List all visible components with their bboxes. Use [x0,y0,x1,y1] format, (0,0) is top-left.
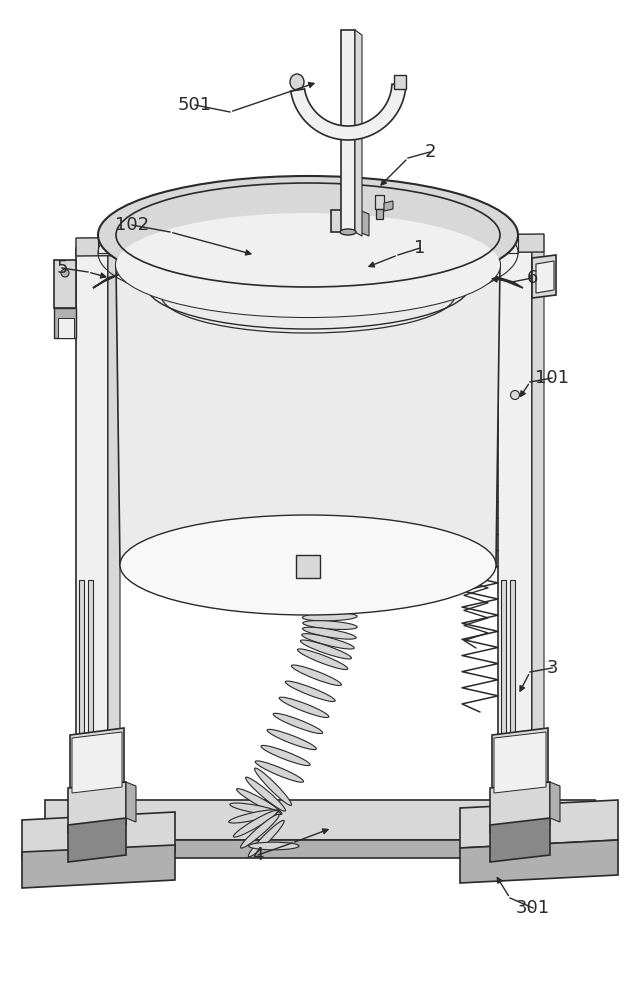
Polygon shape [341,30,355,232]
Polygon shape [359,210,369,236]
Polygon shape [68,782,126,832]
Polygon shape [116,265,500,565]
Text: 4: 4 [252,846,264,864]
Polygon shape [490,782,550,832]
Polygon shape [490,818,550,862]
Ellipse shape [285,681,335,702]
Polygon shape [88,580,93,770]
Ellipse shape [248,820,284,857]
Polygon shape [76,234,544,256]
Polygon shape [550,782,560,822]
Ellipse shape [236,789,282,815]
Polygon shape [76,248,108,790]
Ellipse shape [229,810,279,823]
Ellipse shape [301,640,352,659]
Polygon shape [510,580,515,770]
Text: 501: 501 [178,96,212,114]
Polygon shape [331,210,359,232]
Polygon shape [45,800,595,840]
Ellipse shape [289,556,341,580]
Polygon shape [394,75,406,89]
Text: 5: 5 [56,259,68,277]
Polygon shape [79,580,84,770]
Ellipse shape [298,584,351,601]
Polygon shape [108,248,120,795]
Polygon shape [70,728,124,798]
Text: 101: 101 [535,369,569,387]
Text: 6: 6 [526,269,538,287]
Polygon shape [375,195,384,209]
Polygon shape [72,732,122,793]
Polygon shape [536,261,554,293]
Ellipse shape [301,604,356,614]
Polygon shape [460,800,618,848]
Ellipse shape [510,390,520,399]
Polygon shape [22,845,175,888]
Ellipse shape [120,515,496,615]
Polygon shape [532,248,544,795]
Ellipse shape [291,665,341,686]
Ellipse shape [279,697,329,718]
Polygon shape [54,308,76,338]
Ellipse shape [302,634,354,649]
Text: 102: 102 [115,216,149,234]
Polygon shape [498,248,532,790]
Ellipse shape [255,761,304,782]
Polygon shape [460,840,618,883]
Ellipse shape [130,217,486,313]
Ellipse shape [267,729,317,750]
Polygon shape [296,555,320,578]
Polygon shape [384,201,393,211]
Polygon shape [376,209,383,219]
Ellipse shape [296,574,348,594]
Ellipse shape [241,814,279,848]
Polygon shape [58,318,74,338]
Ellipse shape [233,810,278,837]
Text: 3: 3 [547,659,558,677]
Ellipse shape [303,621,357,629]
Ellipse shape [261,745,310,766]
Ellipse shape [290,74,304,90]
Polygon shape [532,255,556,298]
Ellipse shape [130,217,486,313]
Ellipse shape [246,777,285,811]
Polygon shape [93,273,122,288]
Ellipse shape [248,842,299,850]
Text: 301: 301 [516,899,550,917]
Polygon shape [45,840,595,858]
Polygon shape [54,260,76,308]
Polygon shape [492,728,548,798]
Polygon shape [494,732,546,793]
Polygon shape [126,782,136,822]
Ellipse shape [300,594,354,608]
Ellipse shape [303,627,356,639]
Polygon shape [22,812,175,860]
Ellipse shape [303,613,357,621]
Ellipse shape [98,176,518,294]
Ellipse shape [61,269,69,277]
Ellipse shape [230,803,280,815]
Ellipse shape [255,768,292,805]
Polygon shape [484,273,523,288]
Polygon shape [501,580,506,770]
Ellipse shape [116,213,500,317]
Polygon shape [68,818,126,862]
Text: 2: 2 [424,143,436,161]
Polygon shape [290,84,406,140]
Ellipse shape [116,213,500,317]
Text: 1: 1 [414,239,426,257]
Ellipse shape [273,713,322,734]
Ellipse shape [292,565,345,587]
Polygon shape [355,30,362,236]
Ellipse shape [297,649,348,670]
Polygon shape [98,235,518,253]
Ellipse shape [340,229,356,235]
